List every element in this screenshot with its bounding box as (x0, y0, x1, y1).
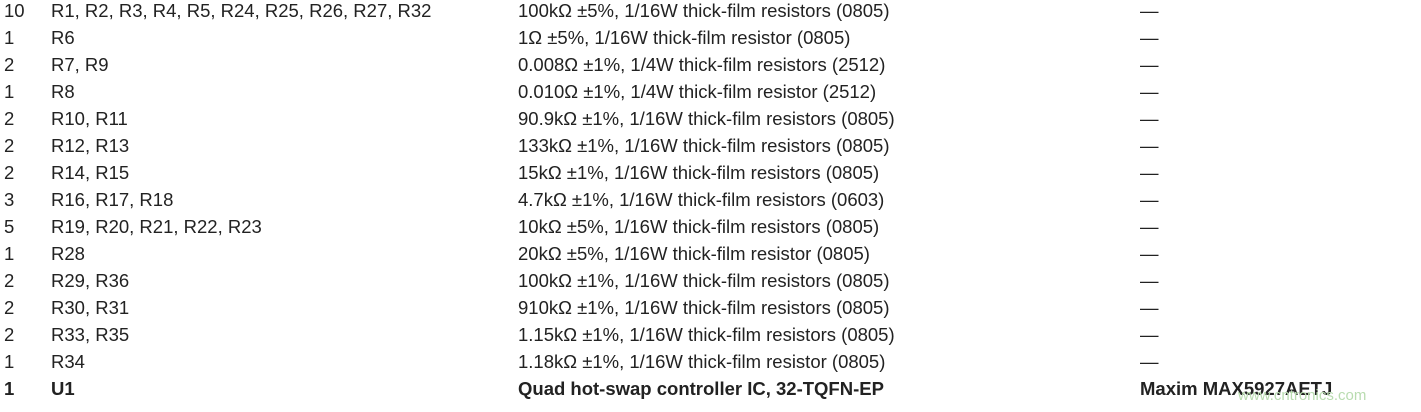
manufacturer-part: — (1140, 135, 1159, 156)
designator: R6 (51, 27, 75, 48)
designator: R14, R15 (51, 162, 130, 183)
manufacturer-part: — (1140, 243, 1159, 264)
description: 20kΩ ±5%, 1/16W thick-film resistor (080… (518, 243, 870, 264)
table-row: 1 R34 1.18kΩ ±1%, 1/16W thick-film resisto… (0, 351, 1421, 378)
designator: R1, R2, R3, R4, R5, R24, R25, R26, R27, … (51, 0, 432, 21)
quantity: 2 (4, 135, 15, 156)
description: 133kΩ ±1%, 1/16W thick-film resistors (0… (518, 135, 890, 156)
designator: R7, R9 (51, 54, 109, 75)
description: 0.008Ω ±1%, 1/4W thick-film resistors (2… (518, 54, 886, 75)
manufacturer-part: Maxim MAX5927AETJ (1140, 378, 1333, 399)
manufacturer-part: — (1140, 297, 1159, 318)
manufacturer-part: — (1140, 108, 1159, 129)
watermark: www.cntronics.com (1238, 387, 1367, 404)
table-row: 1 R28 20kΩ ±5%, 1/16W thick-film resistor … (0, 243, 1421, 270)
table-row: 1 R6 1Ω ±5%, 1/16W thick-film resistor (08… (0, 27, 1421, 54)
table-row: 1 R8 0.010Ω ±1%, 1/4W thick-film resistor … (0, 81, 1421, 108)
designator: R34 (51, 351, 85, 372)
quantity: 2 (4, 162, 15, 183)
quantity: 3 (4, 189, 15, 210)
designator: R29, R36 (51, 270, 130, 291)
description: 1.15kΩ ±1%, 1/16W thick-film resistors (… (518, 324, 895, 345)
description: 910kΩ ±1%, 1/16W thick-film resistors (0… (518, 297, 890, 318)
table-row: 5 R19, R20, R21, R22, R23 10kΩ ±5%, 1/16W … (0, 216, 1421, 243)
quantity: 2 (4, 324, 15, 345)
description: Quad hot-swap controller IC, 32-TQFN-EP (518, 378, 884, 399)
table-row: 1 U1 Quad hot-swap controller IC, 32-TQFN-… (0, 378, 1421, 405)
designator: R33, R35 (51, 324, 130, 345)
table-row: 2 R33, R35 1.15kΩ ±1%, 1/16W thick-film re… (0, 324, 1421, 351)
designator: R12, R13 (51, 135, 130, 156)
table-row: 2 R7, R9 0.008Ω ±1%, 1/4W thick-film resis… (0, 54, 1421, 81)
quantity: 2 (4, 54, 15, 75)
manufacturer-part: — (1140, 189, 1159, 210)
description: 0.010Ω ±1%, 1/4W thick-film resistor (25… (518, 81, 877, 102)
table-row: 2 R12, R13 133kΩ ±1%, 1/16W thick-film res… (0, 135, 1421, 162)
quantity: 1 (4, 351, 15, 372)
manufacturer-part: — (1140, 162, 1159, 183)
quantity: 2 (4, 108, 15, 129)
quantity: 1 (4, 243, 15, 264)
manufacturer-part: — (1140, 54, 1159, 75)
manufacturer-part: — (1140, 351, 1159, 372)
description: 4.7kΩ ±1%, 1/16W thick-film resistors (0… (518, 189, 885, 210)
description: 100kΩ ±1%, 1/16W thick-film resistors (0… (518, 270, 890, 291)
designator: R16, R17, R18 (51, 189, 174, 210)
quantity: 2 (4, 297, 15, 318)
manufacturer-part: — (1140, 27, 1159, 48)
designator: R19, R20, R21, R22, R23 (51, 216, 262, 237)
manufacturer-part: — (1140, 216, 1159, 237)
designator: R8 (51, 81, 75, 102)
table-row: 10 R1, R2, R3, R4, R5, R24, R25, R26, R27… (0, 0, 1421, 27)
quantity: 2 (4, 270, 15, 291)
description: 15kΩ ±1%, 1/16W thick-film resistors (08… (518, 162, 880, 183)
quantity: 1 (4, 27, 15, 48)
quantity: 1 (4, 81, 15, 102)
description: 90.9kΩ ±1%, 1/16W thick-film resistors (… (518, 108, 895, 129)
manufacturer-part: — (1140, 324, 1159, 345)
manufacturer-part: — (1140, 270, 1159, 291)
description: 1Ω ±5%, 1/16W thick-film resistor (0805) (518, 27, 851, 48)
description: 10kΩ ±5%, 1/16W thick-film resistors (08… (518, 216, 880, 237)
designator: R10, R11 (51, 108, 128, 129)
designator: R30, R31 (51, 297, 130, 318)
quantity: 10 (4, 0, 25, 21)
table-row: 2 R30, R31 910kΩ ±1%, 1/16W thick-film res… (0, 297, 1421, 324)
designator: U1 (51, 378, 75, 399)
manufacturer-part: — (1140, 0, 1159, 21)
table-row: 2 R29, R36 100kΩ ±1%, 1/16W thick-film res… (0, 270, 1421, 297)
table-row: 3 R16, R17, R18 4.7kΩ ±1%, 1/16W thick-fil… (0, 189, 1421, 216)
designator: R28 (51, 243, 85, 264)
description: 100kΩ ±5%, 1/16W thick-film resistors (0… (518, 0, 890, 21)
table-row: 2 R14, R15 15kΩ ±1%, 1/16W thick-film resi… (0, 162, 1421, 189)
quantity: 1 (4, 378, 15, 399)
table-row: 2 R10, R11 90.9kΩ ±1%, 1/16W thick-film re… (0, 108, 1421, 135)
manufacturer-part: — (1140, 81, 1159, 102)
quantity: 5 (4, 216, 15, 237)
description: 1.18kΩ ±1%, 1/16W thick-film resistor (0… (518, 351, 886, 372)
